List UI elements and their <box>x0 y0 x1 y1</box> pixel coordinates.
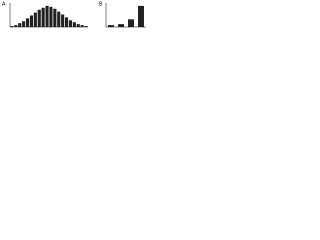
bar <box>45 5 49 27</box>
bar <box>64 17 69 27</box>
panel-label: A <box>2 1 6 7</box>
bar <box>138 5 144 27</box>
bar <box>29 15 34 27</box>
bar <box>108 25 114 27</box>
bar <box>18 23 22 27</box>
bar <box>128 19 134 27</box>
bar <box>72 22 76 27</box>
bar <box>53 8 57 27</box>
bar <box>68 20 73 27</box>
bar <box>84 26 88 27</box>
chart: A B <box>2 1 146 28</box>
bar <box>37 9 41 27</box>
bar <box>14 25 18 27</box>
bar <box>10 26 14 27</box>
bar <box>33 12 37 27</box>
bar <box>41 7 45 28</box>
bar <box>25 18 30 27</box>
bar <box>61 14 65 27</box>
page: {"chart_data": [ {"type": "bar", "panel_… <box>0 0 150 34</box>
panel-label: B <box>99 1 103 7</box>
bar <box>80 25 84 27</box>
bar <box>118 24 124 27</box>
bar <box>76 24 80 27</box>
bar <box>57 11 61 27</box>
bar <box>22 21 26 27</box>
bar <box>49 6 53 27</box>
